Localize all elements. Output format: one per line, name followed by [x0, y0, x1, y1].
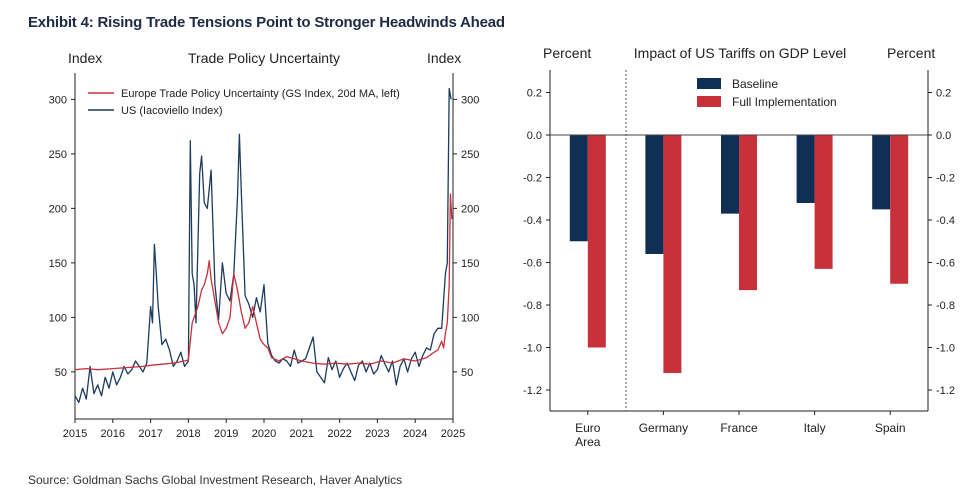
us-series-line [74, 87, 452, 404]
y-tick-label-left: 200 [49, 203, 67, 215]
bar-y-tick-label-right: -0.6 [936, 258, 955, 270]
x-tick-label: 2024 [403, 428, 427, 440]
bar-baseline [645, 135, 664, 254]
bar-y-tick-label-left: -1.2 [523, 385, 542, 397]
category-label: Euro [575, 421, 601, 435]
bar-full-implementation [663, 135, 682, 373]
bar-full-implementation [587, 135, 606, 348]
x-tick-label: 2018 [176, 428, 200, 440]
bar-full-implementation [814, 135, 833, 269]
bar-baseline [721, 135, 739, 214]
bar-baseline [872, 135, 891, 210]
y-tick-label-right: 50 [461, 367, 473, 379]
y-tick-label-right: 100 [461, 312, 479, 324]
bar-y-tick-label-left: -1.0 [523, 343, 542, 355]
bar-y-tick-label-right: -0.2 [936, 173, 955, 185]
bar-y-tick-label-left: 0.2 [527, 88, 542, 100]
legend-swatch-full [697, 96, 721, 107]
source-note: Source: Goldman Sachs Global Investment … [28, 473, 403, 487]
line-chart: Index Trade Policy Uncertainty Index 201… [49, 50, 480, 440]
x-tick-label: 2015 [63, 428, 87, 440]
x-tick-label: 2020 [252, 428, 276, 440]
bar-y-tick-label-left: -0.4 [523, 215, 542, 227]
x-tick-label: 2016 [101, 428, 125, 440]
y-tick-label-left: 300 [49, 94, 67, 106]
bar-baseline [569, 135, 588, 242]
left-y-axis-label: Index [68, 50, 102, 66]
x-tick-label: 2023 [365, 428, 389, 440]
x-tick-label: 2017 [138, 428, 162, 440]
bar-y-tick-label-right: -0.8 [936, 300, 955, 312]
legend-label-full: Full Implementation [732, 95, 837, 109]
y-tick-label-right: 200 [461, 203, 479, 215]
bar-left-y-axis-label: Percent [543, 45, 591, 61]
category-label: Germany [639, 421, 688, 435]
category-label: Italy [804, 421, 826, 435]
legend-label-europe: Europe Trade Policy Uncertainty (GS Inde… [121, 88, 400, 100]
bar-chart: Percent Impact of US Tariffs on GDP Leve… [523, 45, 955, 449]
bar-right-y-axis-label: Percent [887, 45, 935, 61]
x-tick-label: 2025 [441, 428, 465, 440]
y-tick-label-right: 250 [461, 149, 479, 161]
legend-label-us: US (Iacoviello Index) [121, 105, 223, 117]
x-tick-label: 2019 [214, 428, 238, 440]
bar-chart-title: Impact of US Tariffs on GDP Level [634, 45, 846, 61]
bar-legend: Baseline Full Implementation [697, 77, 837, 109]
y-tick-label-right: 150 [461, 258, 479, 270]
bar-baseline [796, 135, 815, 203]
legend-label-baseline: Baseline [732, 77, 778, 91]
europe-series-line [74, 193, 453, 371]
bar-y-tick-label-left: -0.2 [523, 173, 542, 185]
x-tick-label: 2021 [290, 428, 314, 440]
y-tick-label-left: 250 [49, 149, 67, 161]
bar-y-tick-label-right: 0.0 [936, 130, 951, 142]
exhibit-title: Exhibit 4: Rising Trade Tensions Point t… [28, 14, 505, 31]
category-label: France [720, 421, 758, 435]
bar-y-tick-label-right: 0.2 [936, 88, 951, 100]
bar-y-tick-label-right: -0.4 [936, 215, 955, 227]
y-tick-label-left: 100 [49, 312, 67, 324]
bar-full-implementation [890, 135, 909, 284]
bar-y-tick-label-left: -0.8 [523, 300, 542, 312]
bar-y-tick-label-right: -1.2 [936, 385, 955, 397]
bar-full-implementation [739, 135, 757, 291]
line-chart-title: Trade Policy Uncertainty [188, 50, 340, 66]
category-label: Area [575, 435, 601, 449]
bar-y-tick-label-right: -1.0 [936, 343, 955, 355]
category-label: Spain [875, 421, 906, 435]
bar-y-tick-label-left: 0.0 [527, 130, 542, 142]
y-tick-label-left: 50 [55, 367, 67, 379]
y-tick-label-right: 300 [461, 94, 479, 106]
x-tick-label: 2022 [327, 428, 351, 440]
bar-y-tick-label-left: -0.6 [523, 258, 542, 270]
line-legend: Europe Trade Policy Uncertainty (GS Inde… [88, 88, 400, 117]
legend-swatch-baseline [697, 78, 721, 89]
right-y-axis-label: Index [427, 50, 461, 66]
y-tick-label-left: 150 [49, 258, 67, 270]
